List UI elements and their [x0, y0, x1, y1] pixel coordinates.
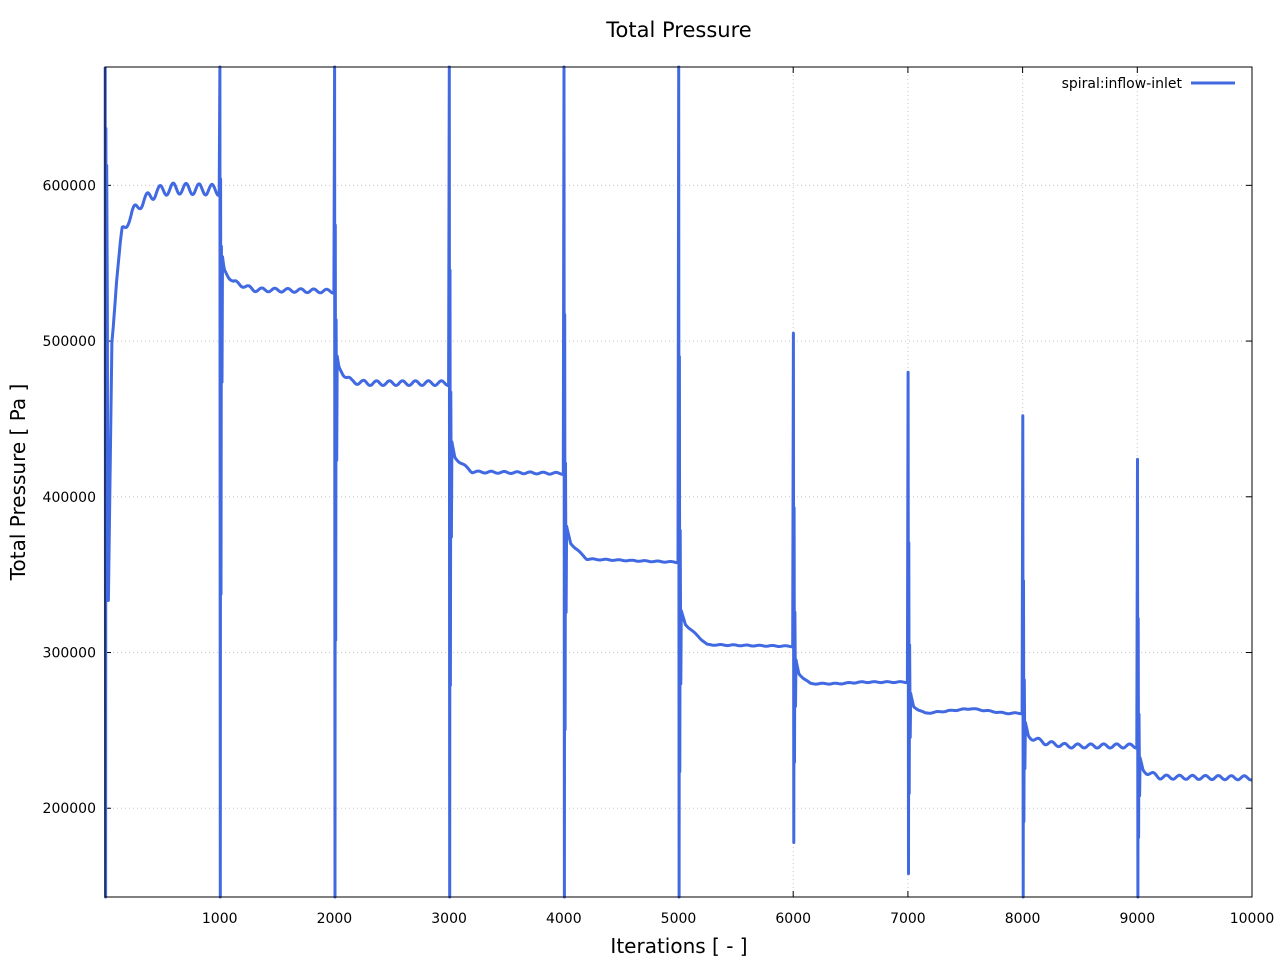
- y-tick-label: 300000: [43, 646, 96, 662]
- y-tick-label: 600000: [43, 178, 96, 194]
- y-tick-label: 400000: [43, 490, 96, 506]
- y-tick-labels: 200000 300000 400000 500000 600000: [43, 178, 96, 817]
- x-tick-label: 3000: [431, 911, 467, 927]
- x-tick-label: 7000: [890, 911, 926, 927]
- legend: spiral:inflow-inlet: [1062, 76, 1235, 92]
- plot-frame: [104, 66, 1253, 898]
- x-tick-labels: 1000 2000 3000 4000 5000 6000 7000 8000 9000 1000…: [202, 911, 1274, 927]
- series-line: [103, 65, 1253, 899]
- legend-label: spiral:inflow-inlet: [1062, 76, 1183, 92]
- x-axis-title: Iterations [ - ]: [610, 934, 747, 958]
- x-tick-label: 6000: [775, 911, 811, 927]
- x-tick-label: 1000: [202, 911, 238, 927]
- x-tick-label: 8000: [1005, 911, 1041, 927]
- y-axis-title: Total Pressure [ Pa ]: [6, 384, 30, 582]
- y-tick-label: 200000: [43, 801, 96, 817]
- x-tick-label: 9000: [1119, 911, 1155, 927]
- y-tick-label: 500000: [43, 334, 96, 350]
- chart-title: Total Pressure: [605, 18, 751, 42]
- x-tick-label: 4000: [546, 911, 582, 927]
- x-tick-label: 2000: [317, 911, 353, 927]
- x-tick-label: 10000: [1230, 911, 1275, 927]
- x-tick-label: 5000: [661, 911, 697, 927]
- series-group: [103, 65, 1253, 899]
